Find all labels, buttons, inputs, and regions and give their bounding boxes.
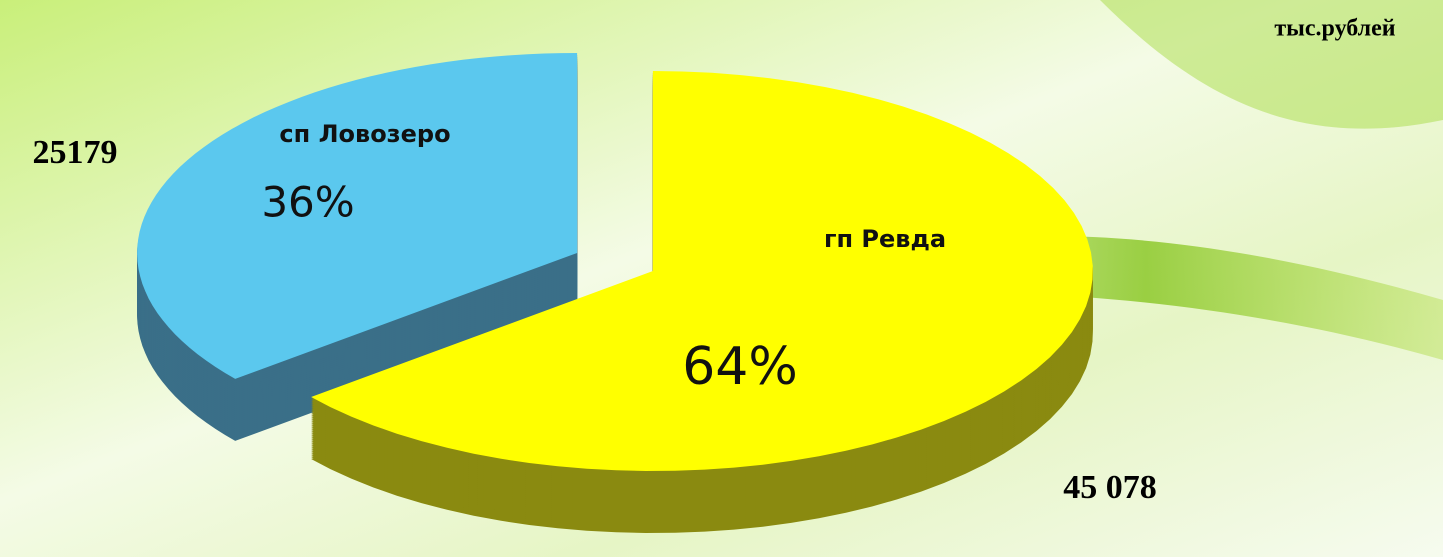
category-label: сп Ловозеро [279,120,450,148]
percent-label: 64% [682,337,798,397]
percent-label: 36% [261,178,354,227]
page: {"chart_data": {"type": "pie3d", "unit":… [0,0,1443,557]
value-label: 25179 [33,134,118,171]
chart: тыс.рублей сп Ловозеро 36% гп Ревда 64% … [0,0,1443,557]
unit-label: тыс.рублей [1274,16,1395,42]
category-label: гп Ревда [824,225,946,253]
value-label: 45 078 [1063,469,1157,506]
